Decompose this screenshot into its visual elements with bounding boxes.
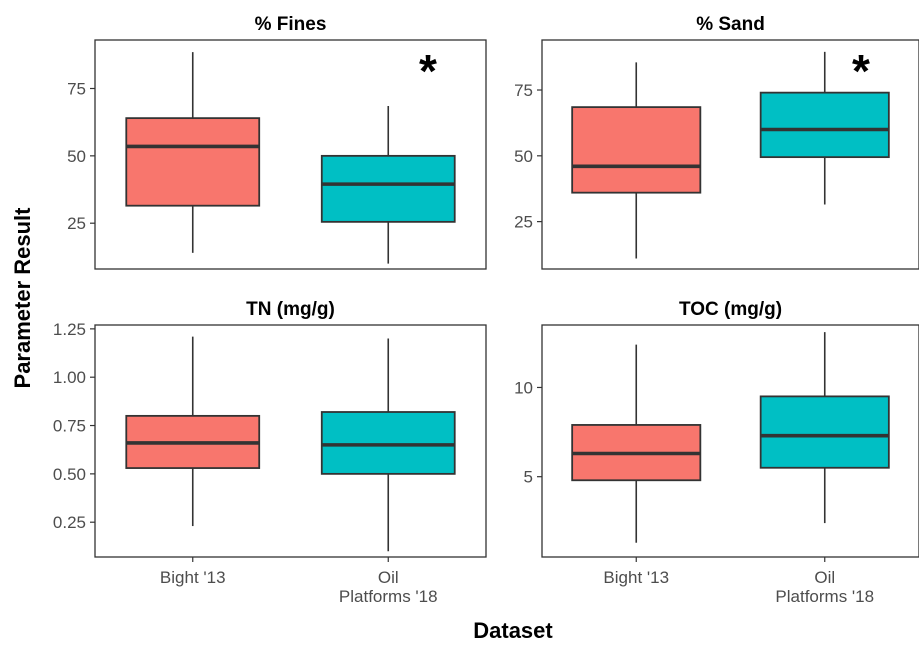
- significance-marker: *: [419, 45, 437, 97]
- box-bight-13: [125, 117, 261, 207]
- y-tick-label: 0.25: [53, 513, 86, 532]
- panel-title: TOC (mg/g): [679, 299, 782, 320]
- x-axis-label: Dataset: [473, 618, 553, 643]
- y-tick-label: 0.75: [53, 417, 86, 436]
- y-tick-label: 1.25: [53, 320, 86, 339]
- y-tick-label: 75: [514, 81, 533, 100]
- significance-marker: *: [852, 45, 870, 97]
- box-oil-platforms-18: [759, 91, 890, 159]
- x-tick-label: Oil: [814, 568, 835, 587]
- y-tick-label: 10: [514, 378, 533, 397]
- panel-border: [94, 39, 487, 270]
- y-tick-label: 25: [67, 214, 86, 233]
- x-tick-label: Bight '13: [603, 568, 669, 587]
- x-tick-label: Bight '13: [160, 568, 226, 587]
- y-tick-label: 1.00: [53, 368, 86, 387]
- box-oil-platforms-18: [320, 411, 456, 475]
- panel-border: [541, 324, 919, 558]
- x-tick-label: Oil: [378, 568, 399, 587]
- box-oil-platforms-18: [320, 154, 456, 223]
- panel-title: TN (mg/g): [246, 299, 335, 320]
- x-tick-label: Platforms '18: [339, 587, 438, 606]
- y-tick-label: 5: [524, 468, 533, 487]
- box-bight-13: [571, 106, 702, 194]
- panel-border: [541, 39, 919, 270]
- y-tick-label: 25: [514, 213, 533, 232]
- y-tick-label: 50: [67, 147, 86, 166]
- x-tick-label: Platforms '18: [775, 587, 874, 606]
- y-tick-label: 0.50: [53, 465, 86, 484]
- panel-border: [94, 324, 487, 558]
- panel-title: % Fines: [255, 14, 327, 35]
- panel-title: % Sand: [696, 14, 765, 35]
- y-tick-label: 50: [514, 147, 533, 166]
- box-oil-platforms-18: [759, 395, 890, 469]
- y-axis-label: Parameter Result: [10, 207, 35, 389]
- y-tick-label: 75: [67, 79, 86, 98]
